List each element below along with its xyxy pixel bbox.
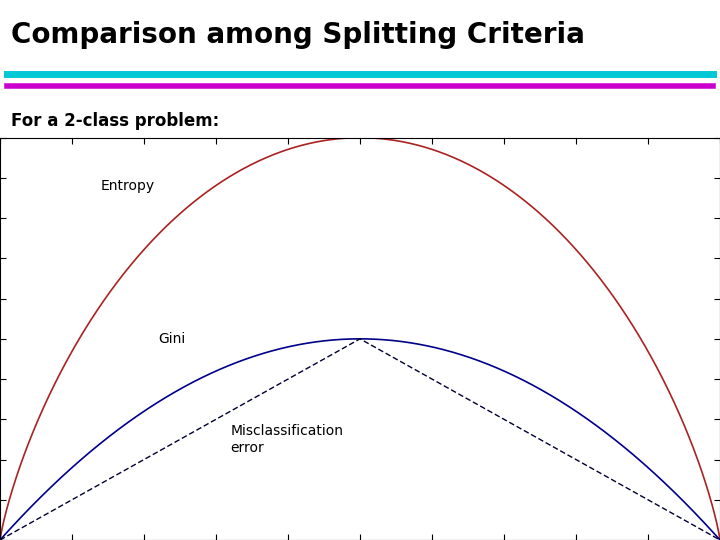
Text: Entropy: Entropy bbox=[101, 179, 155, 193]
Text: For a 2-class problem:: For a 2-class problem: bbox=[11, 112, 219, 130]
Text: Gini: Gini bbox=[158, 332, 186, 346]
Text: Misclassification
error: Misclassification error bbox=[230, 424, 343, 455]
Text: Comparison among Splitting Criteria: Comparison among Splitting Criteria bbox=[11, 21, 585, 49]
